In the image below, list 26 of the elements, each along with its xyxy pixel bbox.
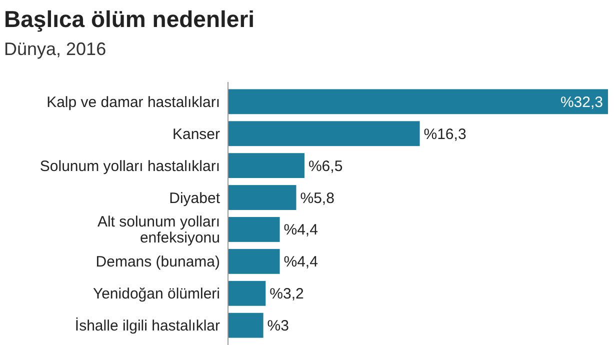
y-tick-label: Solunum yolları hastalıkları [40,158,220,175]
bar [228,217,280,242]
y-tick-label: Yenidoğan ölümleri [92,286,220,303]
y-tick-label: Kalp ve damar hastalıkları [46,94,220,111]
bar [228,185,296,210]
bar [228,89,608,114]
y-tick-label: Kanser [172,126,220,143]
data-label: %3,2 [270,286,304,303]
bar [228,153,304,178]
y-tick-label: Alt solunum yolları enfeksiyonu [97,214,220,247]
bar [228,280,266,306]
data-label: %4,4 [284,254,318,271]
data-label: %16,3 [424,126,466,143]
data-label: %5,8 [300,190,334,207]
data-label: %6,5 [308,158,343,175]
bar [228,121,420,146]
bar [228,312,264,338]
y-tick-label: Diyabet [169,190,221,207]
text: Dünya, 2016 [4,39,106,59]
bar [228,248,280,274]
y-tick-label: İshalle ilgili hastalıklar [74,316,220,335]
y-tick-label: Demans (bunama) [96,254,220,271]
chart-title: Başlıca ölüm nedenleri [4,6,255,32]
data-label: %4,4 [284,222,318,239]
data-label: %32,3 [560,94,603,111]
data-label: %3 [267,318,289,335]
